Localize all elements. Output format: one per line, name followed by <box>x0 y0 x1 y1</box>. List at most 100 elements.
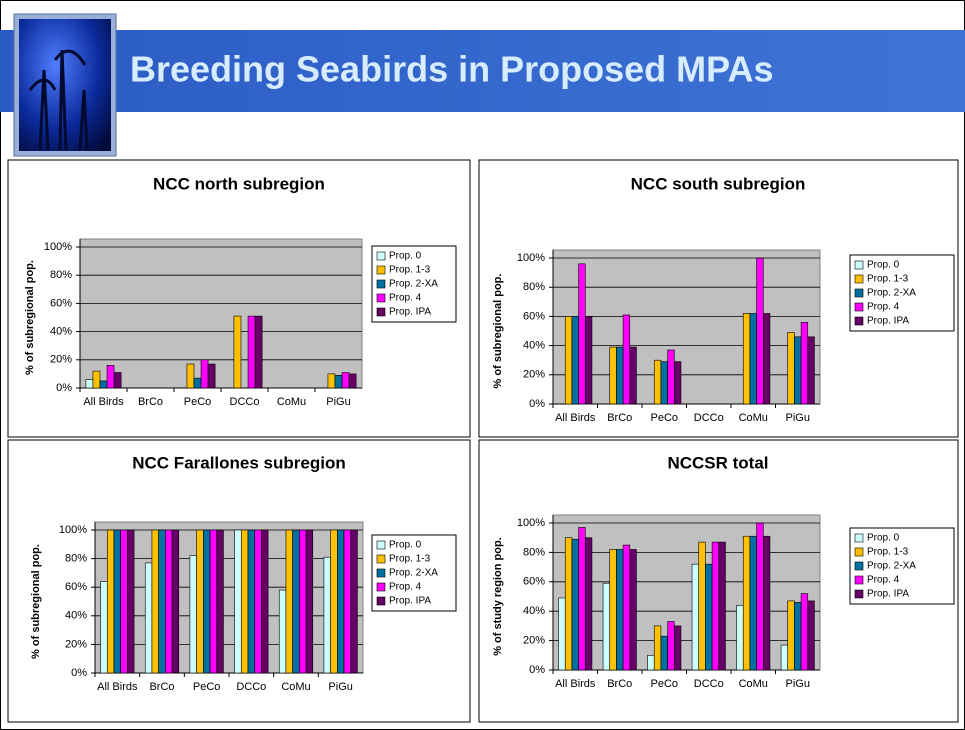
x-tick-label: PiGu <box>328 681 352 693</box>
legend-label: Prop. 2-XA <box>389 279 438 290</box>
bar <box>299 530 306 673</box>
x-tick-label: All Birds <box>555 412 596 424</box>
bar <box>279 590 286 673</box>
legend-swatch <box>377 555 385 563</box>
chart-title: NCC Farallones subregion <box>132 453 345 472</box>
bar <box>668 350 675 404</box>
x-tick-label: PiGu <box>786 678 810 690</box>
bar <box>331 530 338 673</box>
bar <box>585 538 592 670</box>
bar <box>328 374 335 388</box>
bar <box>559 598 566 670</box>
bar <box>616 549 623 670</box>
bar <box>757 258 764 404</box>
bar <box>349 374 356 388</box>
legend-label: Prop. IPA <box>389 596 431 607</box>
y-tick-label: 60% <box>523 576 545 588</box>
bar <box>255 316 262 388</box>
x-tick-label: All Birds <box>83 396 124 408</box>
legend-swatch <box>377 597 385 605</box>
bar <box>145 563 152 673</box>
bar <box>241 530 248 673</box>
legend-swatch <box>377 280 385 288</box>
legend-swatch <box>377 252 385 260</box>
legend-label: Prop. IPA <box>389 307 431 318</box>
bar <box>743 536 750 670</box>
bar <box>201 360 208 388</box>
bar <box>630 347 637 404</box>
bar <box>197 530 204 673</box>
bar <box>610 549 617 670</box>
bar <box>344 530 351 673</box>
legend-swatch <box>377 308 385 316</box>
bar <box>306 530 313 673</box>
y-axis-label: % of subregional pop. <box>24 260 36 375</box>
x-tick-label: DCCo <box>230 396 260 408</box>
bar <box>610 347 617 404</box>
legend-label: Prop. IPA <box>867 316 909 327</box>
y-tick-label: 100% <box>517 252 545 264</box>
x-tick-label: DCCo <box>694 678 724 690</box>
x-tick-label: PeCo <box>184 396 212 408</box>
x-tick-label: CoMu <box>739 678 768 690</box>
legend-swatch <box>855 317 863 325</box>
bar <box>114 372 121 388</box>
x-tick-label: PiGu <box>786 412 810 424</box>
y-tick-label: 80% <box>50 269 72 281</box>
y-tick-label: 40% <box>523 605 545 617</box>
y-tick-label: 40% <box>50 326 72 338</box>
legend-label: Prop. 4 <box>867 302 900 313</box>
bar <box>187 364 194 388</box>
chart-title: NCC south subregion <box>631 174 806 193</box>
bar <box>127 530 134 673</box>
legend-swatch <box>377 266 385 274</box>
x-tick-label: BrCo <box>607 678 632 690</box>
legend-swatch <box>855 548 863 556</box>
bar <box>801 322 808 404</box>
legend-label: Prop. 0 <box>867 260 900 271</box>
legend-label: Prop. 0 <box>389 251 422 262</box>
x-tick-label: PeCo <box>650 678 678 690</box>
y-tick-label: 60% <box>50 297 72 309</box>
bar <box>623 545 630 670</box>
legend-swatch <box>377 541 385 549</box>
bar <box>674 626 681 670</box>
x-tick-label: PeCo <box>193 681 221 693</box>
y-tick-label: 100% <box>59 524 87 536</box>
y-tick-label: 20% <box>523 635 545 647</box>
legend-label: Prop. 0 <box>389 540 422 551</box>
bar <box>788 601 795 670</box>
plot-area <box>553 515 820 670</box>
bar <box>705 564 712 670</box>
bar <box>194 378 201 388</box>
bar <box>572 316 579 404</box>
x-tick-label: PiGu <box>326 396 350 408</box>
y-tick-label: 20% <box>50 354 72 366</box>
legend-label: Prop. 2-XA <box>867 561 916 572</box>
legend-label: Prop. 1-3 <box>389 265 431 276</box>
bar <box>255 530 262 673</box>
bar <box>654 626 661 670</box>
bar <box>585 316 592 404</box>
bar <box>114 530 121 673</box>
bar <box>788 332 795 404</box>
slide-title: Breeding Seabirds in Proposed MPAs <box>130 49 773 90</box>
legend-label: Prop. 1-3 <box>867 547 909 558</box>
bar <box>616 347 623 404</box>
bar <box>654 360 661 404</box>
x-tick-label: CoMu <box>739 412 768 424</box>
bar <box>808 337 815 404</box>
y-tick-label: 100% <box>517 517 545 529</box>
x-tick-label: PeCo <box>650 412 678 424</box>
y-tick-label: 60% <box>65 581 87 593</box>
bar <box>699 542 706 670</box>
bar <box>203 530 210 673</box>
bar <box>565 316 572 404</box>
bar <box>674 362 681 404</box>
plot-area <box>80 239 362 388</box>
bar <box>692 564 699 670</box>
bar <box>801 594 808 670</box>
y-tick-label: 0% <box>56 382 72 394</box>
bar <box>107 365 114 388</box>
y-tick-label: 80% <box>523 546 545 558</box>
